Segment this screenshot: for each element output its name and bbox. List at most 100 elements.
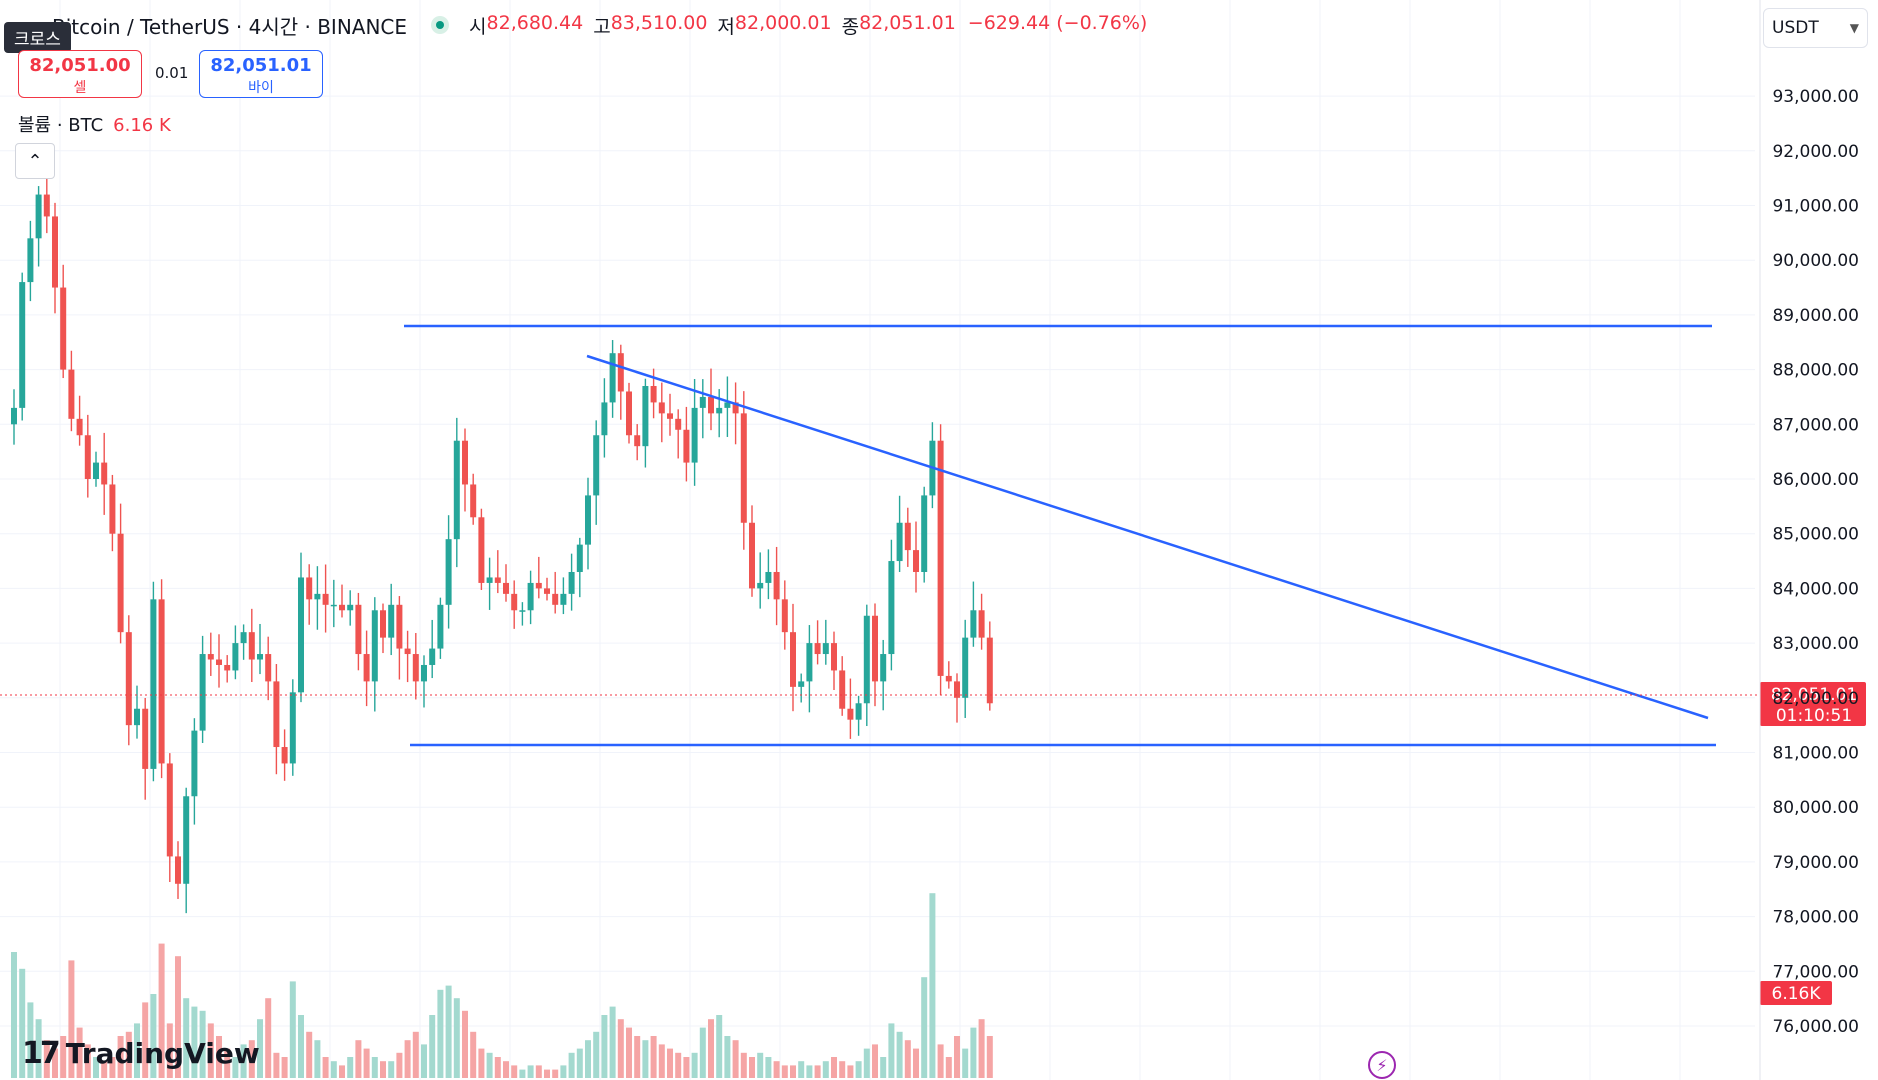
price-tick-label: 84,000.00 [1772, 579, 1859, 599]
candle-body [330, 604, 337, 607]
lightning-icon[interactable]: ⚡ [1368, 1051, 1396, 1079]
candle-body [986, 637, 993, 704]
volume-bar [265, 998, 272, 1078]
volume-bar [658, 1044, 665, 1078]
candle-body [207, 654, 214, 660]
candle-body [888, 561, 895, 655]
candle-body [257, 654, 263, 660]
candle-body [855, 703, 862, 720]
candle-body [519, 610, 526, 612]
price-tick-label: 81,000.00 [1772, 744, 1859, 764]
price-tick-label: 78,000.00 [1772, 908, 1859, 928]
sell-button[interactable]: 82,051.00 셀 [18, 50, 142, 98]
volume-bars [11, 893, 993, 1078]
candle-body [708, 396, 714, 414]
price-tick-label: 93,000.00 [1772, 87, 1859, 107]
candle-body [478, 517, 485, 583]
candle-body [765, 571, 772, 583]
volume-bar [404, 1040, 411, 1078]
symbol-title[interactable]: Bitcoin / TetherUS · 4시간 · BINANCE [52, 14, 408, 39]
buy-label: 바이 [248, 80, 274, 96]
volume-bar [470, 1031, 477, 1078]
volume-bar [962, 1048, 969, 1078]
volume-bar [683, 1057, 690, 1078]
candle-body [494, 577, 501, 583]
volume-bar [388, 1061, 395, 1078]
candle-body [453, 440, 460, 540]
volume-bar [626, 1027, 632, 1078]
volume-axis-label: 6.16K [1772, 984, 1822, 1004]
volume-bar [913, 1048, 919, 1078]
candle-body [880, 654, 887, 682]
candle-body [601, 402, 608, 436]
candle-body [773, 571, 780, 600]
candle-body [962, 637, 969, 698]
volume-bar [880, 1057, 887, 1078]
candle-body [814, 643, 821, 655]
volume-bar [486, 1052, 493, 1078]
volume-legend-label: 볼륨 · BTC [18, 115, 104, 136]
trendlines[interactable] [404, 324, 1716, 747]
volume-bar [35, 1019, 42, 1078]
candle-body [281, 747, 288, 764]
candle-body [634, 435, 641, 447]
candle-body [35, 194, 42, 239]
volume-bar [757, 1052, 764, 1078]
market-status-icon [431, 16, 450, 34]
currency-select[interactable]: USDT ▼ [1763, 8, 1868, 48]
candle-body [240, 632, 247, 644]
buy-price: 82,051.01 [210, 55, 312, 76]
volume-bar [421, 1044, 427, 1078]
volume-bar [593, 1031, 600, 1078]
candle-body [216, 659, 222, 665]
volume-bar [207, 1023, 214, 1078]
candle-body [724, 402, 731, 408]
logo-text: TradingView [65, 1037, 260, 1070]
price-tick-label: 87,000.00 [1772, 415, 1859, 435]
volume-legend[interactable]: 볼륨 · BTC 6.16 K [18, 111, 171, 137]
high-value: 83,510.00 [610, 11, 708, 34]
sell-label: 셀 [73, 80, 87, 96]
volume-bar [585, 1040, 591, 1078]
candle-body [248, 632, 255, 660]
volume-bar [921, 977, 928, 1078]
candle-body [421, 664, 427, 682]
volume-bar [273, 1052, 280, 1078]
candle-body [904, 522, 911, 551]
candle-body [404, 648, 411, 655]
tradingview-logo[interactable]: 17 TradingView [22, 1036, 260, 1071]
volume-bar [224, 1048, 231, 1078]
volume-bar [863, 1048, 870, 1078]
volume-bar [43, 1040, 50, 1078]
volume-bar [339, 1065, 345, 1078]
candle-body [125, 632, 132, 726]
candle-body [585, 495, 591, 545]
volume-bar [248, 1040, 255, 1078]
candle-body [396, 604, 403, 649]
candle-body [76, 418, 83, 436]
candle-body [68, 369, 75, 419]
volume-bar [330, 1061, 337, 1078]
candle-body [273, 681, 280, 748]
price-axis[interactable]: 76,000.00 77,000.00 78,000.00 79,000.00 80,0… [1759, 0, 1859, 1080]
buy-button[interactable]: 82,051.01 바이 [199, 50, 323, 98]
volume-bar [740, 1052, 747, 1078]
volume-bar [298, 1015, 304, 1078]
volume-bar [847, 1065, 854, 1078]
candle-body [937, 440, 944, 676]
volume-bar [634, 1036, 641, 1078]
candle-body [175, 856, 181, 884]
candle-body [84, 435, 91, 479]
collapse-legend-button[interactable]: ⌃ [15, 143, 55, 179]
volume-bar [798, 1061, 805, 1078]
volume-bar [560, 1065, 567, 1078]
candle-body [191, 730, 198, 797]
candle-body [913, 550, 919, 572]
candle-body [150, 599, 157, 769]
volume-bar [601, 1015, 608, 1078]
candle-body [757, 582, 764, 589]
candle-body [224, 664, 231, 671]
volume-bar [257, 1019, 263, 1078]
open-value: 82,680.44 [486, 11, 584, 34]
